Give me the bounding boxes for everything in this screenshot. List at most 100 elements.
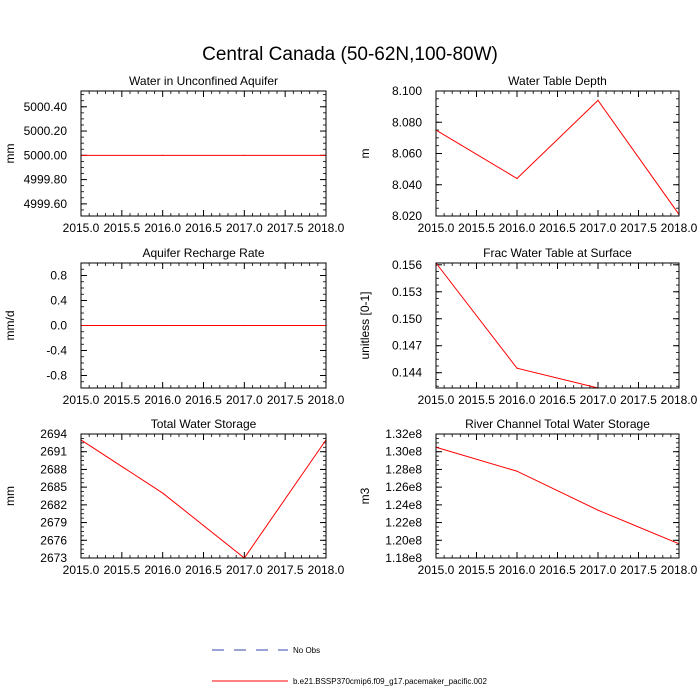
chart-6-river-channel-total-water-storage-data-point (597, 509, 599, 511)
chart-1-water-in-unconfined-aquifer-ytick-label: 4999.60 (24, 197, 68, 211)
chart-6-river-channel-total-water-storage-title: River Channel Total Water Storage (465, 417, 650, 431)
chart-2-water-table-depth-xtick-label: 2017.0 (580, 221, 617, 235)
chart-3-aquifer-recharge-rate-plot-frame (80, 262, 327, 389)
chart-5-total-water-storage-ytick-label: 2679 (40, 516, 67, 530)
legend-label-model: b.e21.BSSP370cmip6.f09_g17.pacemaker_pac… (293, 677, 487, 686)
chart-4-frac-water-table-at-surface-ylabel: unitless [0-1] (358, 291, 372, 359)
chart-1-water-in-unconfined-aquifer-ylabel: mm (3, 144, 17, 164)
chart-2-water-table-depth-data-point (597, 99, 599, 101)
chart-3-aquifer-recharge-rate-ytick-label: 0.8 (50, 269, 67, 283)
chart-6-river-channel-total-water-storage: River Channel Total Water Storage m3 2015.… (358, 417, 698, 577)
chart-6-river-channel-total-water-storage-xtick-label: 2015.5 (458, 563, 495, 577)
chart-6-river-channel-total-water-storage-ytick-label: 1.28e8 (385, 462, 422, 476)
chart-4-frac-water-table-at-surface-ytick-label: 0.147 (392, 339, 422, 353)
chart-3-aquifer-recharge-rate-xtick-label: 2017.0 (226, 393, 263, 407)
chart-4-frac-water-table-at-surface-ytick-label: 0.144 (392, 366, 422, 380)
chart-2-water-table-depth-ytick-label: 8.100 (392, 84, 422, 98)
chart-5-total-water-storage-xtick-label: 2018.0 (308, 563, 345, 577)
chart-2-water-table-depth-plot-frame (435, 90, 680, 217)
chart-6-river-channel-total-water-storage-ytick-label: 1.26e8 (385, 480, 422, 494)
chart-6-river-channel-total-water-storage-xtick-label: 2017.0 (580, 563, 617, 577)
chart-5-total-water-storage-ytick-label: 2691 (40, 445, 67, 459)
chart-1-water-in-unconfined-aquifer-xtick-label: 2016.0 (144, 221, 181, 235)
chart-4-frac-water-table-at-surface-data-point (516, 367, 518, 369)
chart-5-total-water-storage-plot-frame (80, 433, 327, 559)
chart-1-water-in-unconfined-aquifer-xtick-label: 2018.0 (308, 221, 345, 235)
chart-5-total-water-storage-title: Total Water Storage (151, 417, 257, 431)
chart-4-frac-water-table-at-surface-xtick-label: 2015.5 (458, 393, 495, 407)
chart-2-water-table-depth-ytick-label: 8.020 (392, 209, 422, 223)
chart-3-aquifer-recharge-rate-ytick-label: -0.8 (46, 369, 67, 383)
chart-5-total-water-storage-xtick-label: 2016.0 (144, 563, 181, 577)
chart-6-river-channel-total-water-storage-xtick-label: 2016.5 (539, 563, 576, 577)
chart-3-aquifer-recharge-rate-xtick-label: 2017.5 (267, 393, 304, 407)
legend: No Obs b.e21.BSSP370cmip6.f09_g17.pacema… (212, 646, 487, 686)
chart-5-total-water-storage-xtick-label: 2017.5 (267, 563, 304, 577)
chart-6-river-channel-total-water-storage-ytick-label: 1.30e8 (385, 445, 422, 459)
chart-2-water-table-depth-xtick-label: 2018.0 (661, 221, 698, 235)
chart-1-water-in-unconfined-aquifer-xtick-label: 2017.5 (267, 221, 304, 235)
chart-4-frac-water-table-at-surface-xtick-label: 2016.5 (539, 393, 576, 407)
chart-2-water-table-depth-ytick-label: 8.040 (392, 178, 422, 192)
chart-6-river-channel-total-water-storage-xtick-label: 2018.0 (661, 563, 698, 577)
chart-6-river-channel-total-water-storage-xtick-label: 2016.0 (499, 563, 536, 577)
chart-5-total-water-storage-xtick-label: 2015.0 (63, 563, 100, 577)
chart-1-water-in-unconfined-aquifer-ytick-label: 5000.40 (24, 100, 68, 114)
chart-2-water-table-depth-xtick-label: 2015.0 (418, 221, 455, 235)
chart-4-frac-water-table-at-surface-title: Frac Water Table at Surface (483, 246, 632, 260)
chart-1-water-in-unconfined-aquifer-ytick-label: 5000.00 (24, 148, 68, 162)
chart-1-water-in-unconfined-aquifer-data-point (243, 154, 245, 156)
chart-5-total-water-storage-xtick-label: 2015.5 (103, 563, 140, 577)
chart-3-aquifer-recharge-rate-xtick-label: 2018.0 (308, 393, 345, 407)
chart-5-total-water-storage-ylabel: mm (3, 486, 17, 506)
chart-4-frac-water-table-at-surface-xtick-label: 2017.0 (580, 393, 617, 407)
chart-4-frac-water-table-at-surface-series-line (435, 262, 679, 389)
chart-6-river-channel-total-water-storage-ytick-label: 1.20e8 (385, 533, 422, 547)
chart-6-river-channel-total-water-storage-data-point (516, 470, 518, 472)
chart-1-water-in-unconfined-aquifer: Water in Unconfined Aquifer mm 2015.0 2015.… (3, 74, 345, 235)
chart-1-water-in-unconfined-aquifer-title: Water in Unconfined Aquifer (129, 74, 278, 88)
chart-4-frac-water-table-at-surface-ytick-label: 0.153 (392, 285, 422, 299)
chart-5-total-water-storage-data-point (162, 492, 164, 494)
chart-2-water-table-depth: Water Table Depth m 2015.0 2015.5 2016.0 2016… (358, 74, 698, 235)
chart-2-water-table-depth-ytick-label: 8.080 (392, 115, 422, 129)
chart-2-water-table-depth-xtick-label: 2017.5 (620, 221, 657, 235)
chart-1-water-in-unconfined-aquifer-xtick-label: 2015.5 (103, 221, 140, 235)
chart-5-total-water-storage-ytick-label: 2676 (40, 533, 67, 547)
chart-4-frac-water-table-at-surface-xtick-label: 2017.5 (620, 393, 657, 407)
chart-1-water-in-unconfined-aquifer-ytick-label: 5000.20 (24, 124, 68, 138)
chart-3-aquifer-recharge-rate-ytick-label: -0.4 (46, 344, 67, 358)
chart-3-aquifer-recharge-rate-ytick-label: 0.0 (50, 319, 67, 333)
chart-5-total-water-storage-series-line (80, 439, 327, 559)
chart-2-water-table-depth-title: Water Table Depth (508, 74, 607, 88)
chart-4-frac-water-table-at-surface-ytick-label: 0.150 (392, 312, 422, 326)
chart-3-aquifer-recharge-rate-xtick-label: 2016.5 (185, 393, 222, 407)
chart-4-frac-water-table-at-surface-plot-frame (435, 262, 680, 389)
chart-3-aquifer-recharge-rate-xtick-label: 2015.5 (103, 393, 140, 407)
chart-2-water-table-depth-series-line (435, 99, 680, 215)
chart-6-river-channel-total-water-storage-ytick-label: 1.32e8 (385, 427, 422, 441)
chart-5-total-water-storage-ytick-label: 2688 (40, 462, 67, 476)
chart-5-total-water-storage-ytick-label: 2682 (40, 498, 67, 512)
chart-1-water-in-unconfined-aquifer-xtick-label: 2017.0 (226, 221, 263, 235)
chart-5-total-water-storage-xtick-label: 2017.0 (226, 563, 263, 577)
chart-4-frac-water-table-at-surface-xtick-label: 2015.0 (418, 393, 455, 407)
chart-4-frac-water-table-at-surface-xtick-label: 2018.0 (661, 393, 698, 407)
chart-6-river-channel-total-water-storage-ytick-label: 1.24e8 (385, 498, 422, 512)
chart-4-frac-water-table-at-surface: Frac Water Table at Surface unitless [0-1… (358, 246, 698, 407)
chart-1-water-in-unconfined-aquifer-ytick-label: 4999.80 (24, 173, 68, 187)
chart-4-frac-water-table-at-surface-ytick-label: 0.156 (392, 258, 422, 272)
chart-3-aquifer-recharge-rate-xtick-label: 2015.0 (63, 393, 100, 407)
chart-2-water-table-depth-data-point (516, 177, 518, 180)
chart-5-total-water-storage: Total Water Storage mm 2015.0 2015.5 2016.0 2… (3, 417, 345, 577)
chart-3-aquifer-recharge-rate-ytick-label: 0.4 (50, 294, 67, 308)
chart-6-river-channel-total-water-storage-series-line (435, 446, 680, 545)
chart-1-water-in-unconfined-aquifer-plot-frame (80, 90, 327, 217)
chart-2-water-table-depth-xtick-label: 2015.5 (458, 221, 495, 235)
chart-1-water-in-unconfined-aquifer-xtick-label: 2016.5 (185, 221, 222, 235)
chart-5-total-water-storage-ytick-label: 2685 (40, 480, 67, 494)
chart-3-aquifer-recharge-rate: Aquifer Recharge Rate mm/d 2015.0 2015.5 201… (3, 246, 345, 407)
chart-1-water-in-unconfined-aquifer-data-point (162, 154, 164, 156)
